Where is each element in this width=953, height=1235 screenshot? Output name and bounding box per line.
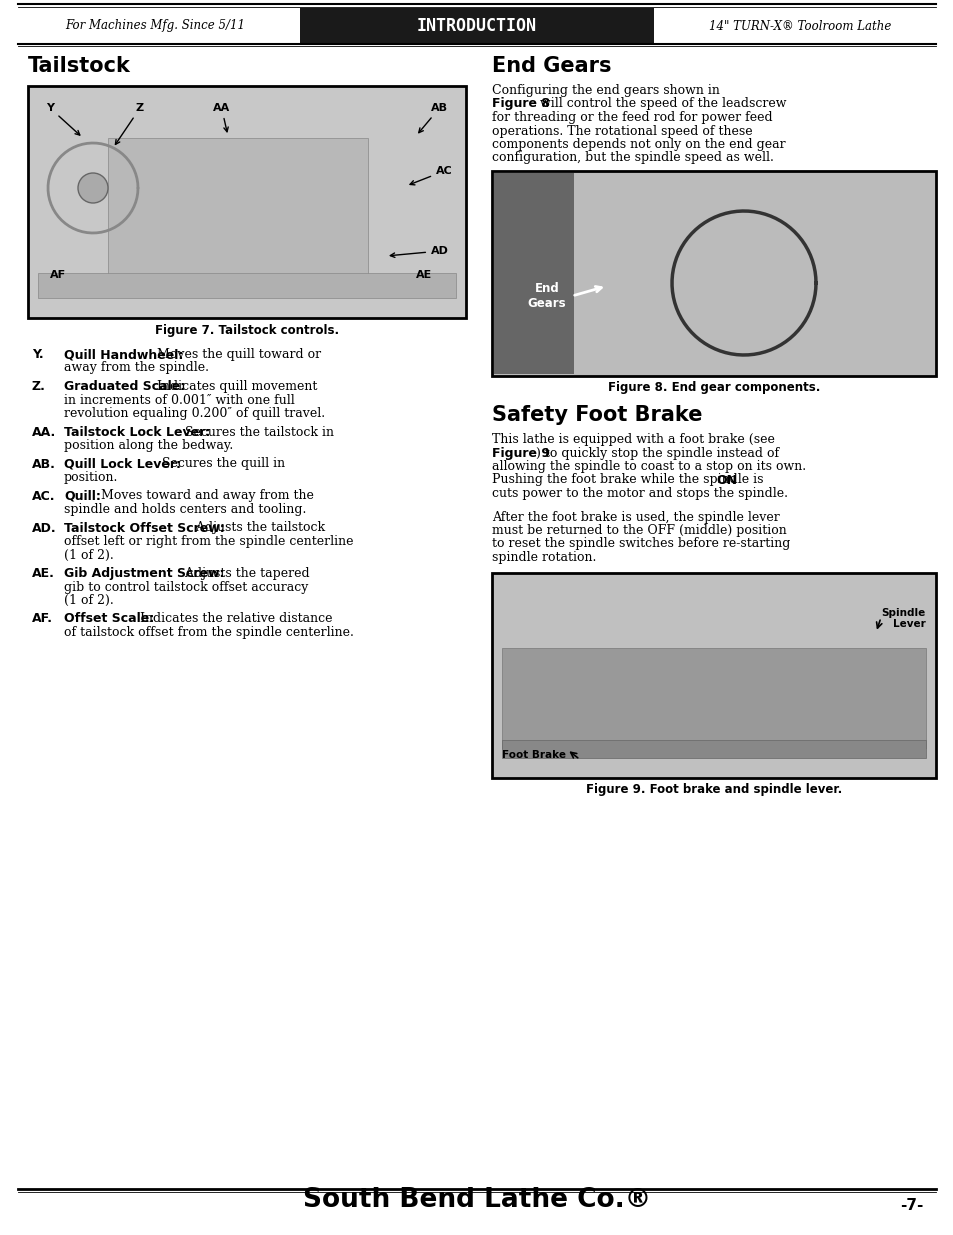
Text: South Bend Lathe Co.®: South Bend Lathe Co.® xyxy=(303,1187,650,1213)
Text: Quill Lock Lever:: Quill Lock Lever: xyxy=(64,457,181,471)
Text: Configuring the end gears shown in: Configuring the end gears shown in xyxy=(492,84,720,98)
Text: of tailstock offset from the spindle centerline.: of tailstock offset from the spindle cen… xyxy=(64,626,354,638)
Text: -7-: -7- xyxy=(900,1198,923,1213)
Text: Figure 7. Tailstock controls.: Figure 7. Tailstock controls. xyxy=(154,324,338,337)
Text: gib to control tailstock offset accuracy: gib to control tailstock offset accuracy xyxy=(64,580,308,594)
Text: AF.: AF. xyxy=(32,613,53,625)
Text: Foot Brake: Foot Brake xyxy=(501,750,565,760)
Text: ON: ON xyxy=(716,473,737,487)
Text: AE: AE xyxy=(416,270,432,280)
Text: After the foot brake is used, the spindle lever: After the foot brake is used, the spindl… xyxy=(492,510,779,524)
Text: Z: Z xyxy=(115,103,144,144)
Text: Figure 8. End gear components.: Figure 8. End gear components. xyxy=(607,382,820,394)
Text: End
Gears: End Gears xyxy=(527,282,566,310)
Text: AC: AC xyxy=(410,165,453,185)
Text: AB.: AB. xyxy=(32,457,56,471)
Text: Pushing the foot brake while the spindle is: Pushing the foot brake while the spindle… xyxy=(492,473,767,487)
Text: away from the spindle.: away from the spindle. xyxy=(64,362,209,374)
Bar xyxy=(501,647,925,747)
Text: for threading or the feed rod for power feed: for threading or the feed rod for power … xyxy=(492,111,772,124)
Text: (1 of 2).: (1 of 2). xyxy=(64,548,113,562)
Text: AD.: AD. xyxy=(32,521,56,535)
Text: position along the bedway.: position along the bedway. xyxy=(64,438,233,452)
Bar xyxy=(28,86,465,317)
Text: Secures the quill in: Secures the quill in xyxy=(158,457,285,471)
Text: Z.: Z. xyxy=(32,380,46,393)
Text: AA: AA xyxy=(213,103,230,132)
Text: Quill Handwheel:: Quill Handwheel: xyxy=(64,348,183,361)
Bar xyxy=(494,173,574,374)
Text: (1 of 2).: (1 of 2). xyxy=(64,594,113,606)
Text: AB: AB xyxy=(418,103,448,132)
Text: Tailstock Offset Screw:: Tailstock Offset Screw: xyxy=(64,521,225,535)
Text: in increments of 0.001″ with one full: in increments of 0.001″ with one full xyxy=(64,394,294,406)
Text: AA.: AA. xyxy=(32,426,56,438)
Text: Quill:: Quill: xyxy=(64,489,101,503)
Bar xyxy=(108,138,368,278)
Text: revolution equaling 0.200″ of quill travel.: revolution equaling 0.200″ of quill trav… xyxy=(64,408,325,420)
Circle shape xyxy=(78,173,108,203)
Text: Adjusts the tailstock: Adjusts the tailstock xyxy=(192,521,324,535)
Text: AE.: AE. xyxy=(32,567,55,580)
Text: allowing the spindle to coast to a stop on its own.: allowing the spindle to coast to a stop … xyxy=(492,459,805,473)
Text: Offset Scale:: Offset Scale: xyxy=(64,613,154,625)
Text: must be returned to the OFF (middle) position: must be returned to the OFF (middle) pos… xyxy=(492,524,786,537)
Text: AC.: AC. xyxy=(32,489,55,503)
Text: spindle rotation.: spindle rotation. xyxy=(492,551,596,564)
Bar xyxy=(492,170,935,375)
Bar xyxy=(299,7,654,44)
Text: position.: position. xyxy=(64,471,118,484)
Text: Tailstock: Tailstock xyxy=(28,56,131,77)
Text: AD: AD xyxy=(390,246,449,257)
Text: ) to quickly stop the spindle instead of: ) to quickly stop the spindle instead of xyxy=(536,447,779,459)
Text: INTRODUCTION: INTRODUCTION xyxy=(416,17,537,35)
Text: Safety Foot Brake: Safety Foot Brake xyxy=(492,405,701,425)
Text: Y.: Y. xyxy=(32,348,44,361)
Text: Secures the tailstock in: Secures the tailstock in xyxy=(180,426,334,438)
Text: Indicates the relative distance: Indicates the relative distance xyxy=(136,613,333,625)
Text: will control the speed of the leadscrew: will control the speed of the leadscrew xyxy=(536,98,785,110)
Bar xyxy=(492,573,935,778)
Text: components depends not only on the end gear: components depends not only on the end g… xyxy=(492,138,785,151)
Text: 14" TURN-X® Toolroom Lathe: 14" TURN-X® Toolroom Lathe xyxy=(708,20,890,32)
Text: Moves toward and away from the: Moves toward and away from the xyxy=(97,489,314,503)
Text: Gib Adjustment Screw:: Gib Adjustment Screw: xyxy=(64,567,224,580)
Text: cuts power to the motor and stops the spindle.: cuts power to the motor and stops the sp… xyxy=(492,487,787,500)
Text: For Machines Mfg. Since 5/11: For Machines Mfg. Since 5/11 xyxy=(65,20,245,32)
Text: offset left or right from the spindle centerline: offset left or right from the spindle ce… xyxy=(64,535,354,548)
Text: operations. The rotational speed of these: operations. The rotational speed of thes… xyxy=(492,125,752,137)
Text: Figure 8: Figure 8 xyxy=(492,98,550,110)
Text: to reset the spindle switches before re-starting: to reset the spindle switches before re-… xyxy=(492,537,789,551)
Text: End Gears: End Gears xyxy=(492,56,611,77)
Text: AF: AF xyxy=(50,270,66,280)
Text: configuration, but the spindle speed as well.: configuration, but the spindle speed as … xyxy=(492,152,773,164)
Text: Figure 9: Figure 9 xyxy=(492,447,550,459)
Text: Y: Y xyxy=(46,103,80,135)
Text: spindle and holds centers and tooling.: spindle and holds centers and tooling. xyxy=(64,503,306,516)
Bar xyxy=(38,273,456,298)
Text: This lathe is equipped with a foot brake (see: This lathe is equipped with a foot brake… xyxy=(492,433,774,446)
Text: Indicates quill movement: Indicates quill movement xyxy=(152,380,316,393)
Text: Figure 9. Foot brake and spindle lever.: Figure 9. Foot brake and spindle lever. xyxy=(585,783,841,795)
Text: Graduated Scale:: Graduated Scale: xyxy=(64,380,185,393)
Bar xyxy=(501,740,925,757)
Text: Spindle
Lever: Spindle Lever xyxy=(881,608,925,629)
Text: Adjusts the tapered: Adjusts the tapered xyxy=(180,567,309,580)
Text: Moves the quill toward or: Moves the quill toward or xyxy=(152,348,320,361)
Text: Tailstock Lock Lever:: Tailstock Lock Lever: xyxy=(64,426,210,438)
